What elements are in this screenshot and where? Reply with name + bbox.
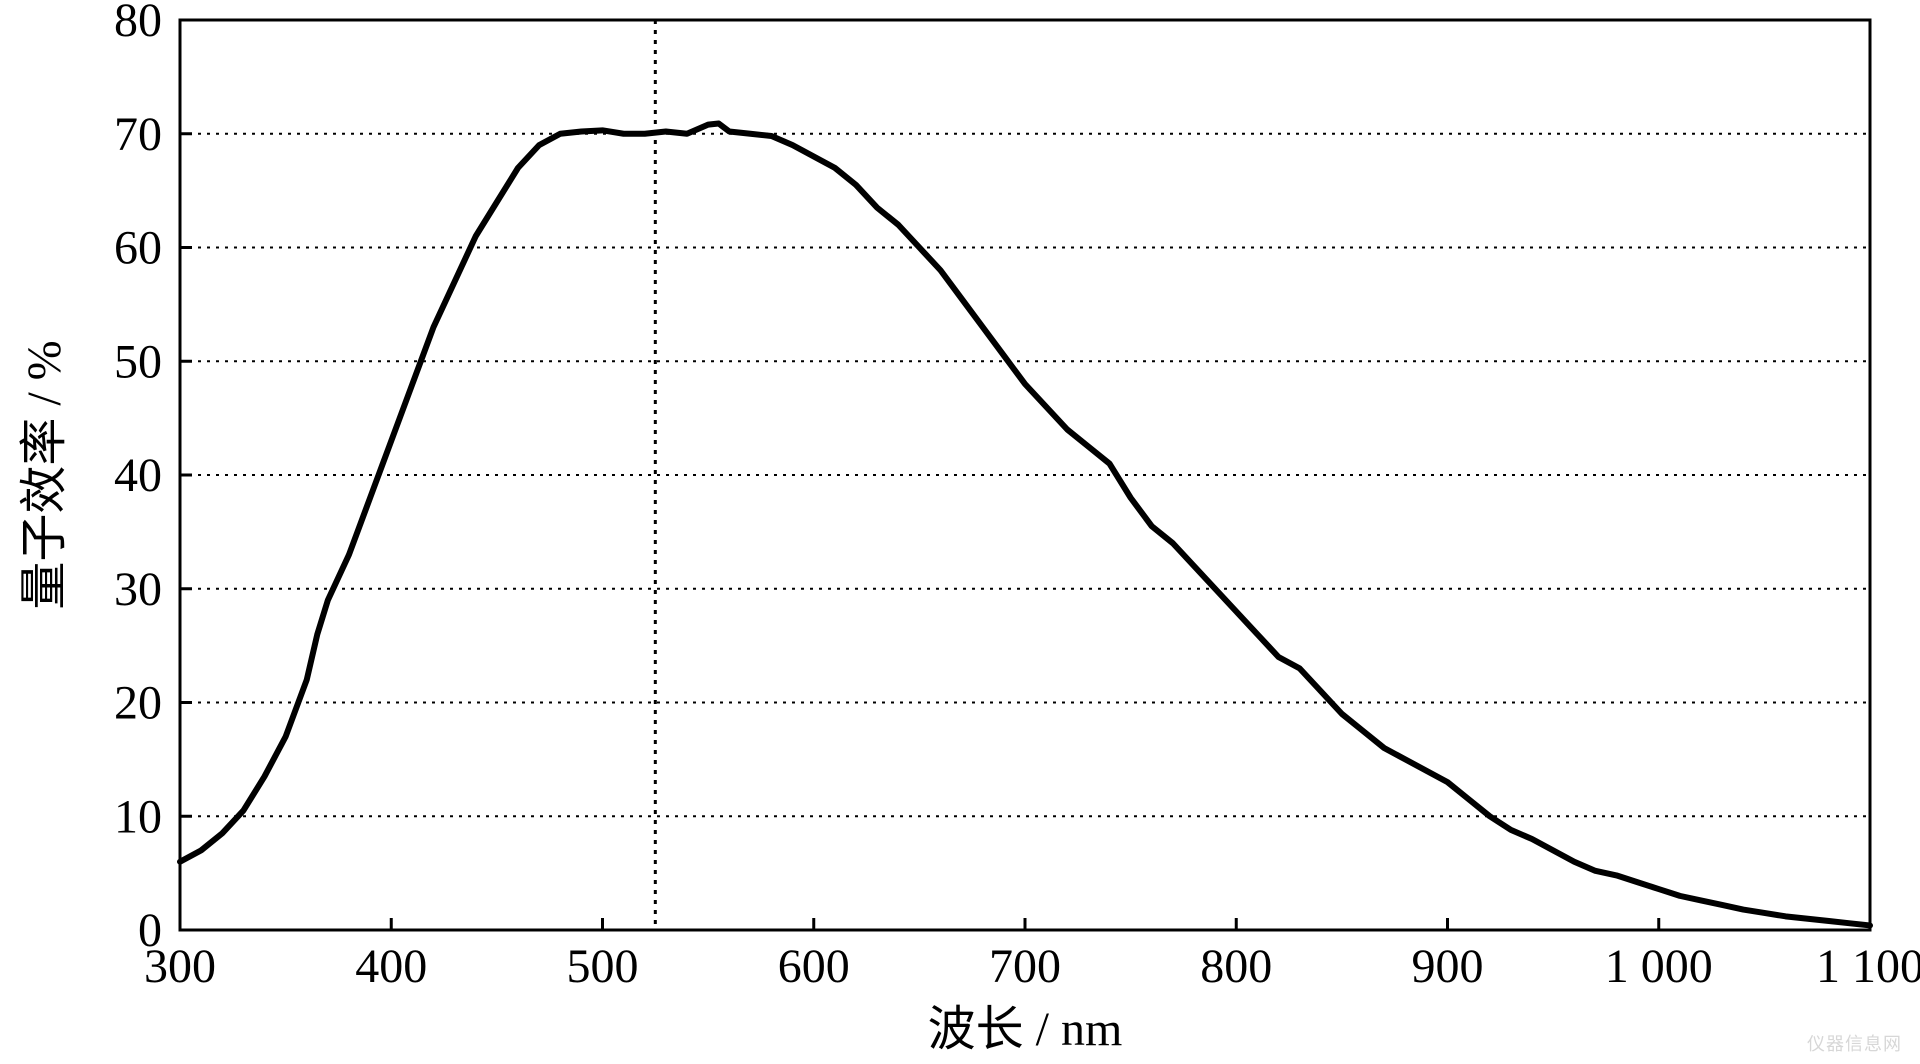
watermark: 仪器信息网 — [1807, 1030, 1902, 1056]
x-axis-label: 波长 / nm — [928, 1003, 1123, 1056]
y-tick-label: 10 — [114, 790, 162, 843]
y-tick-label: 30 — [114, 563, 162, 616]
x-tick-label: 700 — [989, 940, 1061, 993]
y-tick-label: 80 — [114, 0, 162, 47]
y-tick-label: 60 — [114, 222, 162, 275]
y-tick-label: 50 — [114, 335, 162, 388]
y-tick-label: 40 — [114, 449, 162, 502]
x-tick-label: 400 — [355, 940, 427, 993]
x-tick-label: 800 — [1200, 940, 1272, 993]
x-tick-label: 600 — [778, 940, 850, 993]
y-tick-label: 20 — [114, 677, 162, 730]
y-tick-label: 0 — [138, 904, 162, 957]
x-tick-label: 900 — [1412, 940, 1484, 993]
chart-svg: 3004005006007008009001 0001 100010203040… — [0, 0, 1920, 1064]
x-tick-label: 500 — [567, 940, 639, 993]
y-axis-label: 量子效率 / % — [18, 340, 71, 609]
x-tick-label: 1 100 — [1816, 940, 1920, 993]
chart-container: 3004005006007008009001 0001 100010203040… — [0, 0, 1920, 1064]
y-tick-label: 70 — [114, 108, 162, 161]
x-tick-label: 1 000 — [1605, 940, 1713, 993]
